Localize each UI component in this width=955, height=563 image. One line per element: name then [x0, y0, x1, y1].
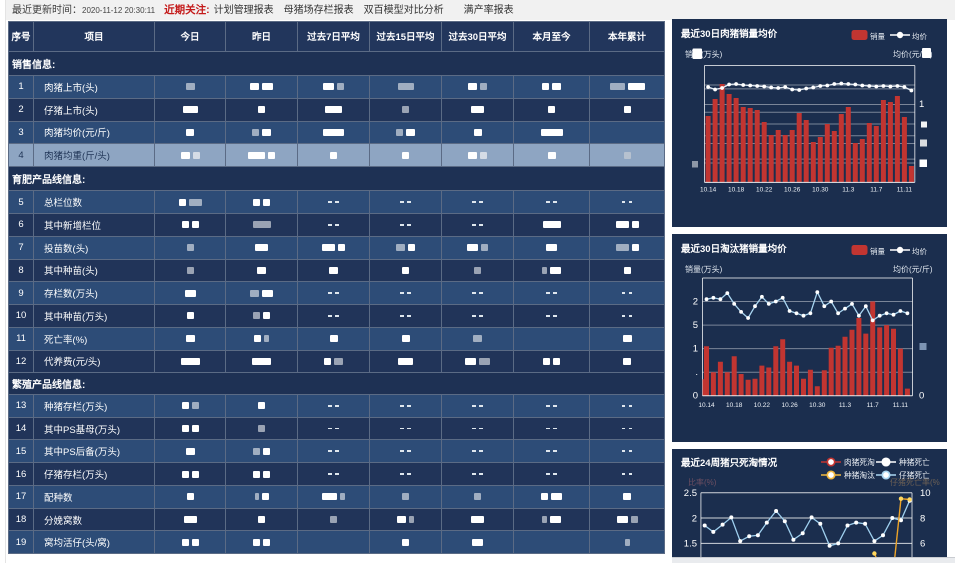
svg-text:10.26: 10.26 — [781, 402, 798, 409]
svg-text:10.18: 10.18 — [728, 187, 745, 194]
svg-text:10.18: 10.18 — [726, 402, 743, 409]
svg-text:10.22: 10.22 — [756, 187, 773, 194]
svg-text:种猪淘汰: 种猪淘汰 — [844, 470, 875, 480]
svg-text:最近30日淘汰猪销量均价: 最近30日淘汰猪销量均价 — [681, 243, 787, 255]
svg-text:2: 2 — [693, 296, 698, 307]
svg-text:均价(元/斤): 均价(元/斤) — [893, 264, 933, 274]
svg-text:11.3: 11.3 — [839, 402, 852, 409]
svg-text:11.11: 11.11 — [893, 402, 909, 409]
svg-text:6: 6 — [920, 538, 925, 549]
svg-text:10.30: 10.30 — [812, 187, 829, 194]
svg-text:比率(%): 比率(%) — [688, 477, 717, 487]
svg-text:销量: 销量 — [870, 31, 885, 41]
svg-text:5: 5 — [693, 320, 698, 331]
svg-text:11.7: 11.7 — [867, 402, 880, 409]
svg-text:肉猪死淘: 肉猪死淘 — [844, 457, 875, 467]
svg-text:10.22: 10.22 — [754, 402, 771, 409]
svg-text:均价(元/斤): 均价(元/斤) — [893, 49, 933, 59]
svg-text:最近24周猪只死淘情况: 最近24周猪只死淘情况 — [681, 457, 778, 469]
svg-text:.: . — [695, 367, 698, 378]
svg-text:10.14: 10.14 — [698, 402, 715, 409]
svg-text:10.26: 10.26 — [784, 187, 801, 194]
svg-text:1: 1 — [693, 343, 698, 354]
svg-text:种猪死亡: 种猪死亡 — [899, 457, 930, 467]
svg-text:11.11: 11.11 — [897, 187, 913, 194]
svg-text:1: 1 — [919, 99, 924, 110]
svg-text:2: 2 — [692, 513, 697, 524]
svg-text:11.7: 11.7 — [870, 187, 883, 194]
svg-text:销量(万头): 销量(万头) — [685, 264, 723, 274]
svg-text:销量(万头): 销量(万头) — [685, 49, 723, 59]
svg-text:最近30日肉猪销量均价: 最近30日肉猪销量均价 — [681, 28, 778, 40]
svg-text:销量: 销量 — [870, 246, 885, 256]
svg-text:10: 10 — [920, 488, 931, 499]
svg-text:10.14: 10.14 — [700, 187, 717, 194]
svg-text:11.3: 11.3 — [842, 187, 855, 194]
svg-text:8: 8 — [920, 513, 925, 524]
svg-text:均价: 均价 — [912, 31, 927, 41]
svg-text:均价: 均价 — [912, 246, 927, 256]
svg-text:仔猪死亡率(%: 仔猪死亡率(% — [890, 477, 940, 487]
svg-text:2.5: 2.5 — [684, 488, 697, 499]
svg-text:1.5: 1.5 — [684, 538, 697, 549]
svg-text:0: 0 — [693, 390, 698, 401]
svg-text:10.30: 10.30 — [809, 402, 826, 409]
svg-text:仔猪死亡: 仔猪死亡 — [899, 470, 930, 480]
svg-text:0: 0 — [919, 390, 924, 401]
